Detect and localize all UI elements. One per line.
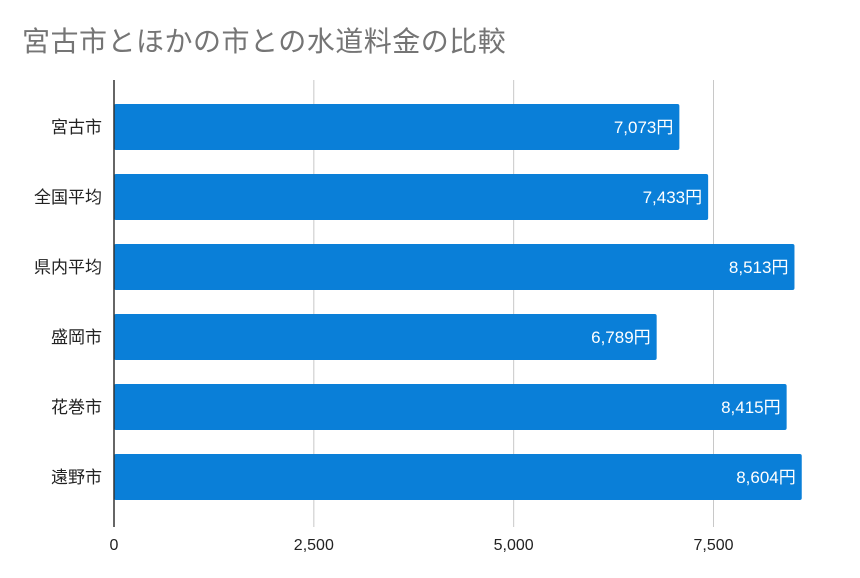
x-tick-label: 0 (110, 537, 119, 554)
bar (114, 314, 657, 360)
category-label: 県内平均 (34, 258, 102, 278)
data-label: 8,415円 (721, 398, 781, 417)
bar (114, 384, 787, 430)
data-label: 8,604円 (736, 468, 796, 487)
data-label: 6,789円 (591, 328, 651, 347)
x-tick-label: 7,500 (693, 537, 733, 554)
category-label: 花巻市 (51, 398, 102, 418)
data-label: 8,513円 (729, 258, 789, 277)
x-tick-label: 5,000 (494, 537, 534, 554)
bar (114, 244, 795, 290)
data-label: 7,433円 (643, 188, 703, 207)
chart-title: 宮古市とほかの市との水道料金の比較 (22, 25, 507, 58)
data-label: 7,073円 (614, 118, 674, 137)
bar (114, 174, 709, 220)
bars (114, 104, 802, 500)
category-label: 宮古市 (51, 118, 102, 138)
category-label: 全国平均 (34, 188, 102, 208)
category-label: 遠野市 (51, 468, 102, 488)
x-tick-label: 2,500 (294, 537, 334, 554)
bar (114, 104, 680, 150)
gridlines (313, 80, 714, 527)
category-label: 盛岡市 (51, 328, 102, 348)
bar (114, 454, 802, 500)
